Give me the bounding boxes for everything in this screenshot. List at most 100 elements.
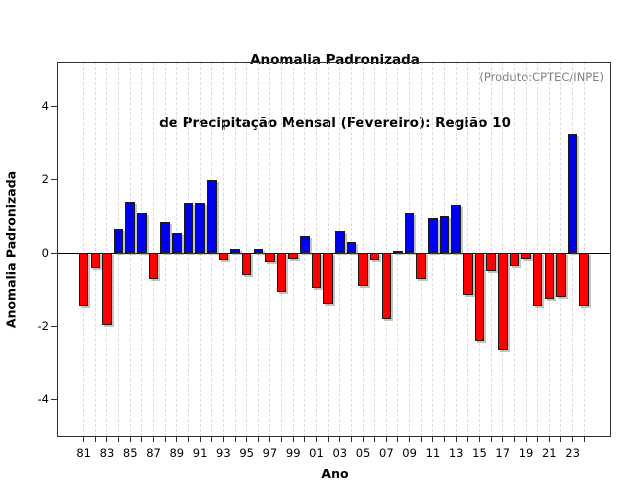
grid-line — [374, 62, 376, 437]
zero-line — [57, 252, 611, 254]
bar-2016 — [486, 253, 496, 272]
x-tick-label: 85 — [122, 446, 138, 460]
bar-2022 — [556, 253, 566, 297]
grid-line — [362, 62, 364, 437]
bar-2023 — [567, 133, 578, 253]
bar-2012 — [439, 216, 450, 253]
grid-line — [106, 62, 108, 437]
x-tick — [234, 437, 236, 442]
bar-2003 — [334, 230, 345, 253]
y-tick-label: -2 — [37, 318, 49, 333]
bar-1988 — [160, 221, 170, 253]
x-tick — [455, 437, 457, 442]
bar-1996 — [253, 249, 264, 253]
chart-title: Anomalia Padronizada de Precipitação Men… — [31, 8, 639, 176]
bar-1984 — [113, 229, 124, 253]
grid-line — [490, 62, 492, 437]
y-tick — [51, 399, 57, 401]
bar-1989 — [172, 232, 182, 253]
grid-line — [327, 62, 329, 437]
x-tick — [513, 437, 515, 442]
chart-title-line2: de Precipitação Mensal (Fevereiro): Regi… — [159, 115, 511, 131]
y-tick-label: -4 — [37, 392, 49, 407]
x-tick — [257, 437, 259, 442]
bar-1990 — [183, 203, 194, 253]
x-tick — [409, 437, 411, 442]
x-tick — [106, 437, 108, 442]
x-tick-label: 07 — [379, 446, 394, 460]
bar-2013 — [451, 205, 461, 253]
grid-line — [502, 62, 504, 437]
bar-2006 — [369, 253, 380, 261]
bar-1998 — [276, 253, 287, 292]
x-tick — [246, 437, 248, 442]
x-tick-label: 81 — [76, 446, 91, 460]
grid-line — [269, 62, 271, 437]
bar-1997 — [265, 253, 275, 263]
product-annotation: (Produto:CPTEC/INPE) — [479, 70, 604, 84]
x-tick — [385, 437, 387, 442]
x-tick — [129, 437, 131, 442]
bar-2017 — [497, 253, 508, 351]
x-tick — [467, 437, 469, 442]
bar-1999 — [288, 253, 298, 259]
y-tick — [51, 179, 57, 181]
x-tick — [444, 437, 446, 442]
bar-2009 — [404, 212, 415, 253]
x-tick-label: 89 — [169, 446, 185, 460]
bar-1986 — [137, 212, 147, 253]
x-tick-label: 97 — [262, 446, 278, 460]
x-tick-label: 99 — [285, 446, 301, 460]
x-tick-label: 05 — [355, 446, 371, 460]
bar-2005 — [358, 253, 368, 286]
x-tick — [164, 437, 166, 442]
grid-line — [525, 62, 527, 437]
x-tick-label: 87 — [146, 446, 161, 460]
x-tick — [537, 437, 539, 442]
x-tick-label: 15 — [472, 446, 487, 460]
x-tick-label: 01 — [309, 446, 324, 460]
y-tick-label: 0 — [41, 245, 49, 260]
grid-line — [316, 62, 317, 437]
x-tick — [187, 437, 189, 442]
y-tick-label: 4 — [41, 98, 49, 113]
bar-2010 — [416, 253, 427, 279]
grid-line — [83, 62, 85, 437]
bar-1987 — [148, 253, 159, 279]
x-tick — [153, 437, 155, 442]
bar-1982 — [90, 253, 101, 268]
bar-1992 — [206, 179, 217, 253]
grid-line — [246, 62, 248, 437]
x-tick — [316, 437, 317, 442]
grid-line — [397, 62, 399, 437]
x-axis-label: Ano — [321, 466, 349, 481]
bar-2014 — [463, 253, 473, 296]
x-tick-label: 03 — [332, 446, 348, 460]
x-tick — [572, 437, 574, 442]
bar-1983 — [102, 253, 112, 325]
grid-line — [467, 62, 469, 437]
bar-2020 — [532, 253, 543, 307]
x-tick — [94, 437, 96, 442]
grid-line — [478, 62, 480, 437]
chart-title-line1: Anomalia Padronizada — [250, 52, 420, 68]
bar-2024 — [579, 253, 589, 307]
x-tick-label: 91 — [192, 446, 208, 460]
y-tick — [51, 105, 57, 107]
bar-2001 — [311, 253, 322, 288]
x-tick — [362, 437, 364, 442]
y-tick — [51, 252, 57, 254]
bar-2000 — [300, 236, 310, 253]
bar-2015 — [474, 253, 485, 341]
grid-line — [153, 62, 155, 437]
bar-1994 — [230, 249, 240, 253]
bar-2018 — [509, 253, 520, 266]
x-tick-label: 83 — [99, 446, 115, 460]
x-tick — [281, 437, 283, 442]
x-tick — [397, 437, 399, 442]
x-tick-label: 19 — [518, 446, 534, 460]
x-tick — [269, 437, 271, 442]
bar-2007 — [381, 253, 392, 319]
x-tick — [420, 437, 422, 442]
y-tick-label: 2 — [41, 172, 49, 187]
